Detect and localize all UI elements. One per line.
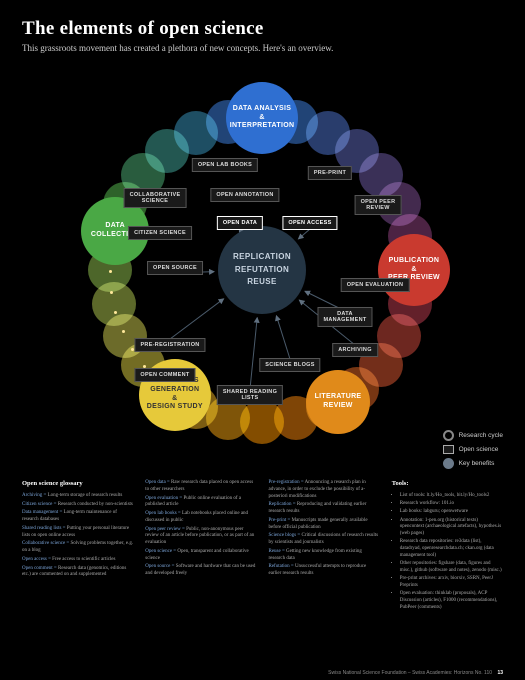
stage-circle: PUBLICATION & PEER REVIEW [378,234,450,306]
glossary-def: Free access to scientific articles [52,557,115,562]
glossary-def: Long-term storage of research results [48,493,123,498]
glossary-term: Open science = [145,549,177,554]
glossary-term: Citizen science = [22,502,58,507]
footer-text: Swiss National Science Foundation – Swis… [328,670,492,676]
glossary-term: Pre-print = [269,518,292,523]
concept-box: PRE-REGISTRATION [134,338,205,352]
glossary-term: Science blogs = [269,533,302,538]
diagram-legend: Research cycle Open science Key benefits [443,430,503,473]
concept-box: OPEN LAB BOOKS [192,158,258,172]
page-title: The elements of open science [22,18,503,40]
concept-box: OPEN COMMENT [134,368,195,382]
glossary-col-3: Pre-registration = Announcing a research… [269,480,380,662]
glossary-entry: Open data = Raw research data placed on … [145,480,256,494]
glossary-entry: Open comment = Research data (genomics, … [22,566,133,580]
glossary-entry: Open source = Software and hardware that… [145,564,256,578]
tools-item: Open evaluation: thinklab (proposals), A… [400,591,503,611]
glossary-entry: Shared reading lists = Putting your pers… [22,526,133,540]
glossary-entry: Open lab books = Lab notebooks placed on… [145,511,256,525]
legend-label: Research cycle [459,432,503,439]
glossary-entry: Open science = Open, transparent and col… [145,549,256,563]
glossary-term: Collaborative science = [22,541,71,546]
glossary-term: Open data = [145,480,171,485]
tools-item: Research data repositories: re3data (lis… [400,539,503,559]
glossary-entry: Pre-print = Manuscripts made generally a… [269,518,380,532]
glossary-term: Open lab books = [145,511,182,516]
glossary-term: Reuse = [269,549,287,554]
glossary-heading: Open science glossary [22,480,133,489]
concept-box: OPEN EVALUATION [341,278,410,292]
concept-box: OPEN ANNOTATION [210,188,279,202]
box-icon [443,445,454,454]
glossary-col-1: Open science glossary Archiving = Long-t… [22,480,133,662]
page-footer: Swiss National Science Foundation – Swis… [328,670,503,676]
concept-box: DATA MANAGEMENT [317,307,372,327]
glossary-term: Open peer review = [145,527,186,532]
glossary-entry: Replication = Reproducing and validating… [269,502,380,516]
concept-box: OPEN DATA [217,216,263,230]
legend-label: Key benefits [459,460,495,467]
glossary-entry: Reuse = Getting new knowledge from exist… [269,549,380,563]
bottom-columns: Open science glossary Archiving = Long-t… [22,480,503,662]
concept-box: OPEN ACCESS [282,216,337,230]
glossary-col-2: Open data = Raw research data placed on … [145,480,256,662]
concept-box: SHARED READING LISTS [217,385,283,405]
glossary-entry: Data management = Long-term maintenance … [22,510,133,524]
glossary-term: Open evaluation = [145,496,183,501]
glossary-term: Data management = [22,510,64,515]
glossary-term: Open comment = [22,566,58,571]
tools-heading: Tools: [392,480,503,489]
tools-item: Annotation: 1-pen.org (historical texts)… [400,518,503,538]
glossary-term: Replication = [269,502,297,507]
tools-item: Research workflow: 101.io [400,501,503,508]
glossary-term: Open access = [22,557,52,562]
page-number: 13 [497,670,503,676]
tools-item: Lab books: labguru; openwetware [400,509,503,516]
center-circle: REPLICATION REFUTATION REUSE [218,226,306,314]
glossary-entry: Archiving = Long-term storage of researc… [22,493,133,500]
concept-box: CITIZEN SCIENCE [128,226,192,240]
tools-list: List of tools: lt.ly/Ho_tools, bit.ly/Ho… [392,493,503,612]
tools-col: Tools: List of tools: lt.ly/Ho_tools, bi… [392,480,503,662]
glossary-term: Open source = [145,564,175,569]
page-subtitle: This grassroots movement has created a p… [22,43,503,53]
stage-circle: LITERATURE REVIEW [306,370,370,434]
concept-box: OPEN PEER REVIEW [355,195,402,215]
page-header: The elements of open science This grassr… [0,0,525,59]
dot-icon [443,458,454,469]
glossary-entry: Science blogs = Critical discussions of … [269,533,380,547]
tools-item: Other repositories: figshare (data, figu… [400,561,503,575]
legend-row: Key benefits [443,458,503,469]
glossary-term: Archiving = [22,493,48,498]
legend-row: Open science [443,445,503,454]
tools-item: List of tools: lt.ly/Ho_tools, bit.ly/Ho… [400,493,503,500]
ring-icon [443,430,454,441]
path-dot [122,330,125,333]
glossary-entry: Refutation = Unsuccessful attempts to re… [269,564,380,578]
concept-box: ARCHIVING [332,343,378,357]
glossary-term: Pre-registration = [269,480,305,485]
glossary-entry: Open peer review = Public, non-anonymous… [145,527,256,547]
open-science-diagram: DATA ANALYSIS & INTERPRETATION PUBLICATIO… [0,55,525,475]
concept-box: SCIENCE BLOGS [259,358,320,372]
glossary-entry: Open evaluation = Public online evaluati… [145,496,256,510]
path-dot [109,270,112,273]
concept-box: COLLABORATIVE SCIENCE [124,188,187,208]
glossary-term: Shared reading lists = [22,526,67,531]
glossary-term: Refutation = [269,564,295,569]
glossary-entry: Open access = Free access to scientific … [22,557,133,564]
tools-item: Pre-print archives: arxiv, biorxiv, SSRN… [400,576,503,590]
concept-box: PRE-PRINT [308,166,352,180]
glossary-entry: Collaborative science = Solving problems… [22,541,133,555]
path-dot [110,291,113,294]
concept-box: OPEN SOURCE [147,261,203,275]
glossary-entry: Pre-registration = Announcing a research… [269,480,380,500]
glossary-entry: Citizen science = Research conducted by … [22,502,133,509]
stage-circle: DATA ANALYSIS & INTERPRETATION [226,82,298,154]
legend-row: Research cycle [443,430,503,441]
legend-label: Open science [459,446,499,453]
glossary-def: Research conducted by non-scientists [58,502,133,507]
